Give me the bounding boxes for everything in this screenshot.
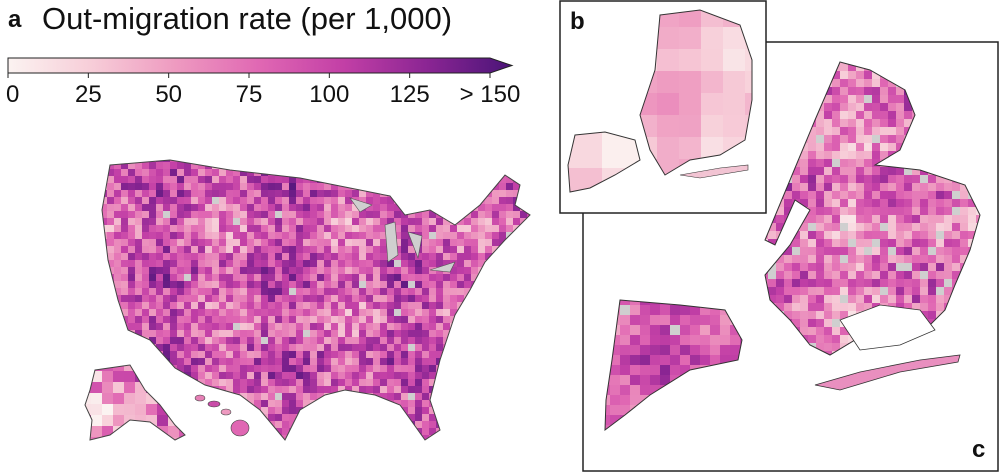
colorbar-tick-label: 25 [75,81,102,108]
inset-outline [639,9,753,176]
colorbar-ticks: 0 25 50 75 100 125 > 150 [6,73,520,108]
colorbar-tick-label: > 150 [460,81,521,108]
rockaway [814,354,961,391]
inset-staten-island-outline [567,131,641,193]
colorbar-tick-label: 100 [309,81,349,108]
colorbar-tick-label: 125 [390,81,430,108]
inset-rockaway [679,164,749,179]
great-lakes [349,197,456,273]
colorbar-bar [7,57,514,74]
panel-c-frame [582,41,999,472]
panel-label-c: c [972,436,986,463]
colorbar-tick-label: 0 [6,81,19,108]
us-county-map [102,160,530,440]
jamaica-bay [839,304,936,351]
us-outline [101,159,531,441]
hawaii-map [194,394,250,437]
colorbar-tick-label: 75 [236,81,263,108]
colorbar-tick-label: 50 [155,81,182,108]
panel-label-b: b [570,8,585,35]
staten-island-outline [604,299,743,432]
alaska-outline [84,364,186,441]
colorbar: 0 25 50 75 100 125 > 150 [6,57,520,108]
panel-label-a: a [8,6,22,33]
colorbar-title: Out-migration rate (per 1,000) [42,1,453,36]
